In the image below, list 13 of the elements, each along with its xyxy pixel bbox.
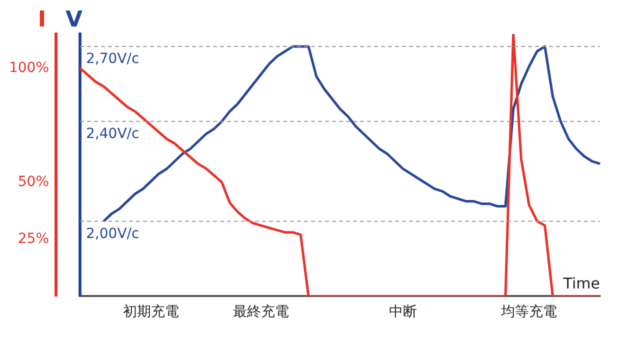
y-tick-label: 100% — [8, 60, 50, 76]
x-tick-label: 均等充電 — [500, 304, 558, 320]
y-axis-title: I — [38, 8, 46, 33]
y-tick-label: 25% — [18, 230, 50, 247]
y2-tick-label: 2,40V/c — [86, 126, 140, 142]
x-tick-label: 中断 — [389, 304, 418, 320]
x-axis-title: Time — [562, 274, 600, 293]
x-tick-label: 最終充電 — [233, 304, 290, 320]
y2-axis-title: V — [66, 8, 83, 33]
y2-tick-label: 2,00V/c — [86, 226, 140, 242]
y-tick-label: 50% — [18, 174, 50, 190]
y2-tick-label: 2,70V/c — [86, 51, 140, 68]
x-tick-label: 初期充電 — [122, 304, 179, 320]
